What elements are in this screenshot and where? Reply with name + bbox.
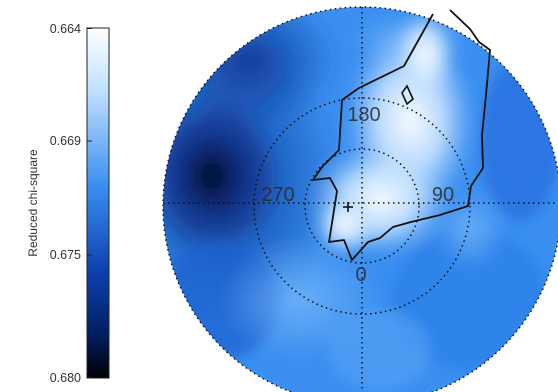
colorbar-axis-label: Reduced chi-square: [26, 149, 40, 257]
polar-ring: [253, 97, 471, 315]
contour-island: [401, 84, 414, 106]
azimuth-label-0: 0: [355, 264, 366, 286]
colorbar-tick-label: 0.680: [50, 371, 81, 385]
colorbar: 0.664 0.669 0.675 0.680 Reduced chi-squa…: [26, 22, 110, 385]
colorbar-tick-label: 0.669: [50, 134, 81, 148]
colorbar-tick-label: 0.664: [50, 22, 81, 36]
polar-ring: [304, 148, 420, 264]
colorbar-tick-label: 0.675: [50, 248, 81, 262]
colorbar-ticks: [87, 28, 92, 378]
azimuth-label-90: 90: [432, 184, 454, 206]
polar-map: 180 270 90 0: [162, 6, 558, 392]
contour-line: [312, 9, 491, 261]
azimuth-label-270: 270: [261, 184, 294, 206]
colorbar-gradient: [86, 27, 110, 379]
azimuth-label-180: 180: [347, 104, 380, 126]
polar-grid: [162, 6, 558, 392]
center-marker: [343, 202, 353, 212]
